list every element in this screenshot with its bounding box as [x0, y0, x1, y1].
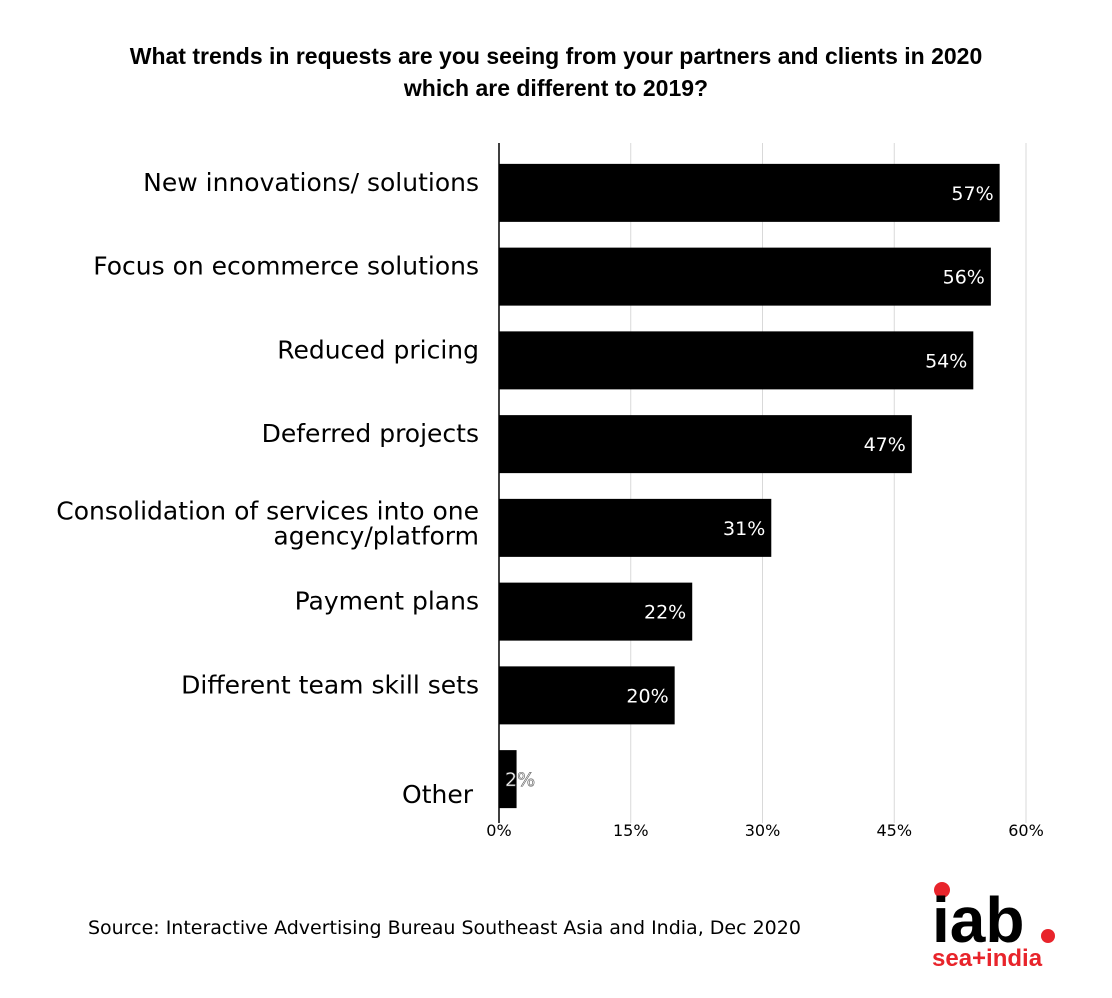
category-label: New innovations/ solutions [143, 168, 479, 197]
bar [499, 498, 772, 557]
x-tick-label: 60% [1008, 821, 1044, 840]
category-label: Payment plans [295, 587, 479, 616]
category-label: Reduced pricing [277, 335, 479, 364]
chart-title: What trends in requests are you seeing f… [40, 40, 1072, 104]
data-label: 57% [951, 183, 993, 205]
bar [499, 666, 675, 725]
iab-logo: iab sea+india [932, 882, 1055, 972]
bar [499, 163, 1000, 222]
bar [499, 415, 912, 474]
category-label: agency/platform [273, 521, 479, 550]
data-label: 47% [864, 434, 906, 456]
category-label: Focus on ecommerce solutions [93, 252, 479, 281]
category-label: Different team skill sets [181, 670, 479, 699]
category-label: Consolidation of services into one [56, 496, 479, 525]
category-label: Deferred projects [262, 419, 479, 448]
x-tick-label: 30% [745, 821, 781, 840]
x-tick-label: 15% [613, 821, 649, 840]
logo-red-dot-top [934, 882, 950, 898]
x-tick-label: 45% [876, 821, 912, 840]
logo-red-dot-end [1041, 929, 1055, 943]
chart-title-line-1: What trends in requests are you seeing f… [129, 43, 983, 69]
chart-title-line-2: which are different to 2019? [403, 75, 709, 101]
bar [499, 582, 693, 641]
x-tick-label: 0% [486, 821, 511, 840]
logo-region: sea+india [932, 945, 1043, 972]
bar [499, 247, 991, 306]
bar-chart: 0% 15% 30% 45% 60% 57% New innovations/ soluti… [56, 143, 1044, 840]
logo-wordmark: iab [932, 884, 1024, 956]
data-label: 2% [505, 769, 535, 791]
source-note: Source: Interactive Advertising Bureau S… [88, 917, 801, 939]
data-label: 20% [626, 685, 668, 707]
category-label: Other [402, 780, 474, 809]
data-label: 56% [943, 267, 985, 289]
data-label: 22% [644, 602, 686, 624]
data-label: 31% [723, 518, 765, 540]
bar [499, 750, 517, 809]
data-label: 54% [925, 350, 967, 372]
bar [499, 331, 974, 390]
